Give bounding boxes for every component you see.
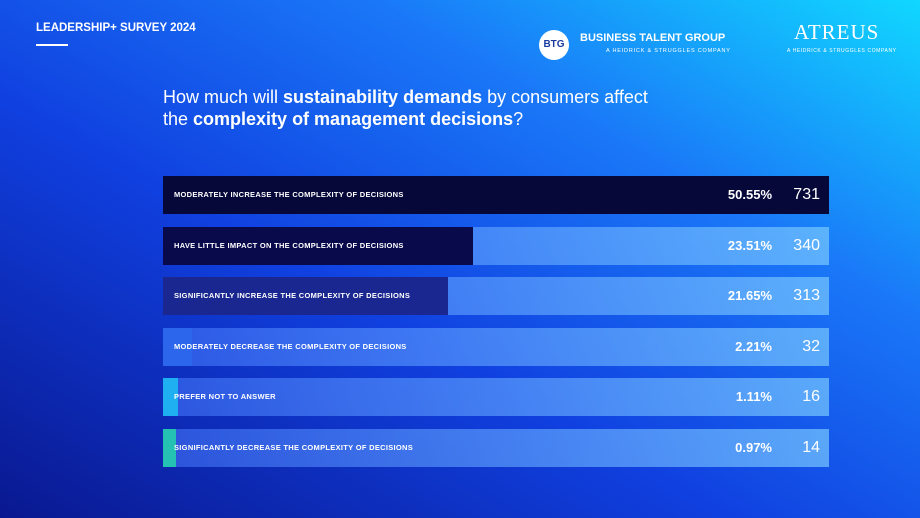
btg-name: BUSINESS TALENT GROUP [580,32,726,44]
title-line: How much will sustainability demands by … [163,86,648,108]
value-label: 0.97% [735,440,772,455]
value-label: 1.11% [735,389,772,405]
count-label: 731 [793,186,820,203]
bar [163,429,176,467]
category-label: PREFER NOT TO ANSWER [174,392,276,402]
value-label: 23.51% [727,237,772,253]
category-label: SIGNIFICANTLY INCREASE THE COMPLEXITY OF… [174,291,411,301]
count-label: 340 [793,236,820,254]
bar-track: SIGNIFICANTLY DECREASE THE COMPLEXITY OF… [163,429,829,467]
bar [163,378,178,417]
title-segment: ? [513,109,524,129]
bar [163,277,449,316]
title-segment: How much will [163,87,284,107]
category-label: MODERATELY INCREASE THE COMPLEXITY OF DE… [174,190,404,199]
value-label: 50.55% [727,187,772,202]
count-label: 14 [802,439,820,456]
bar [163,226,473,265]
value-label: 21.65% [727,288,772,304]
survey-title: LEADERSHIP+ SURVEY 2024 [36,22,196,34]
count-label: 313 [793,287,820,305]
category-label: HAVE LITTLE IMPACT ON THE COMPLEXITY OF … [174,240,404,250]
bar-track: MODERATELY INCREASE THE COMPLEXITY OF DE… [163,176,829,214]
bar [163,176,829,214]
count-label: 32 [802,337,820,355]
bar-track: SIGNIFICANTLY INCREASE THE COMPLEXITY OF… [163,277,829,316]
title-segment: the [163,109,194,129]
bar-track: PREFER NOT TO ANSWER 1.11% 16 [163,378,829,417]
btg-badge: BTG [539,30,569,60]
underline [36,44,68,46]
value-label: 2.21% [735,338,772,354]
category-label: SIGNIFICANTLY DECREASE THE COMPLEXITY OF… [174,443,414,452]
category-label: MODERATELY DECREASE THE COMPLEXITY OF DE… [174,341,407,351]
atreus-sub: A HEIDRICK & STRUGGLES COMPANY [787,48,897,54]
bar-track: HAVE LITTLE IMPACT ON THE COMPLEXITY OF … [163,226,829,265]
chart-title: How much will sustainability demands by … [163,86,648,130]
count-label: 16 [802,388,820,406]
title-line: the complexity of management decisions? [163,108,648,130]
bar-track: MODERATELY DECREASE THE COMPLEXITY OF DE… [163,327,829,366]
title-segment: by consumers affect [482,87,648,107]
btg-sub: A HEIDRICK & STRUGGLES COMPANY [606,48,731,54]
atreus-name: ATREUS [794,20,880,44]
bar [163,327,193,366]
title-segment: sustainability demands [283,87,483,107]
title-segment: complexity of management decisions [193,109,514,129]
